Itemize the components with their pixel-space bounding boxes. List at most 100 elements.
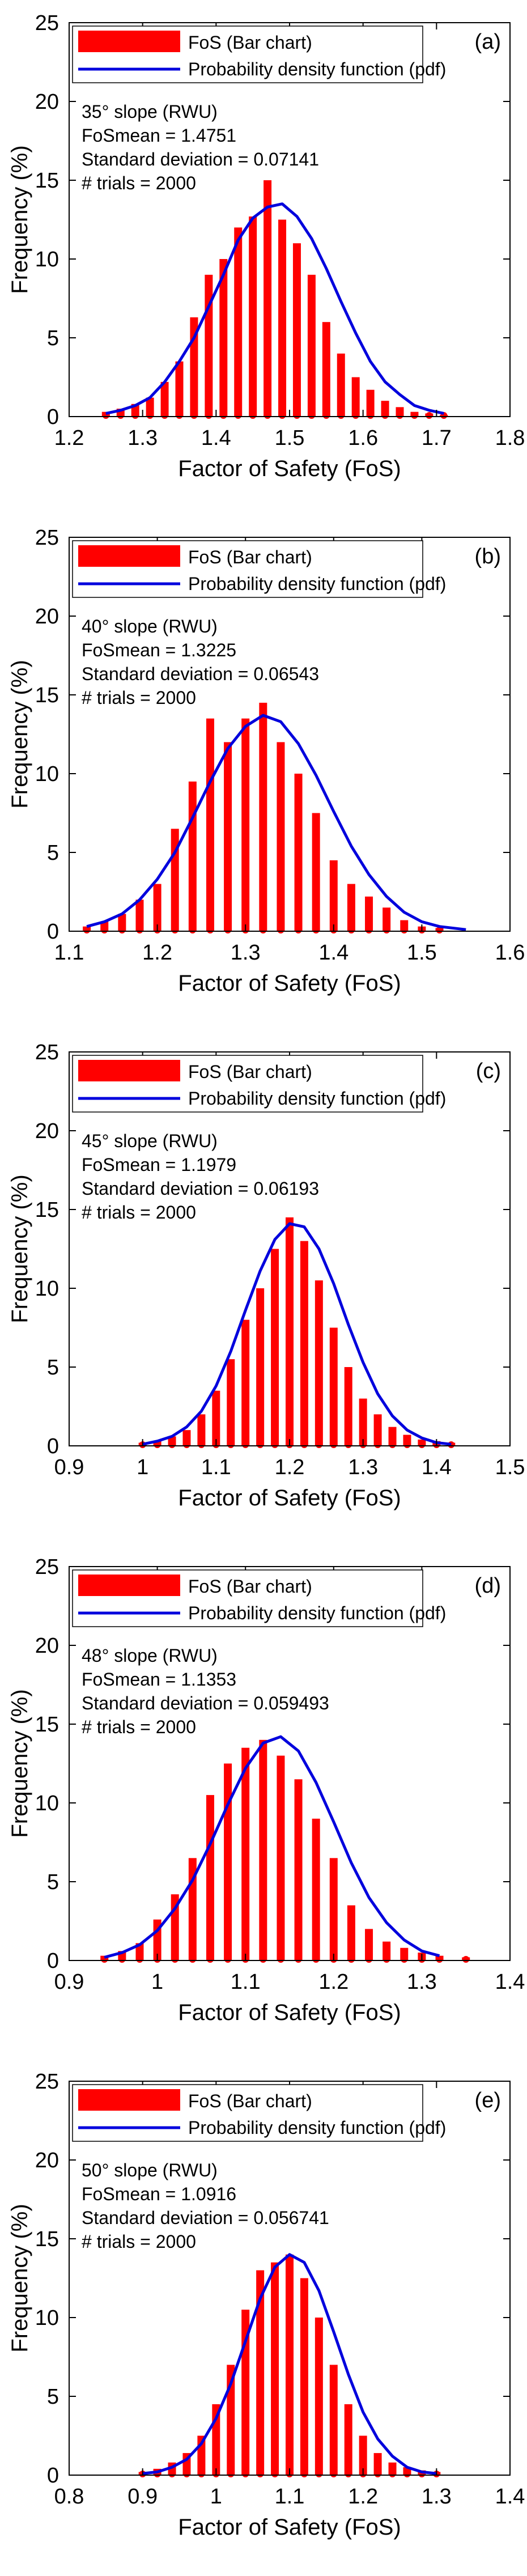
histogram-bar	[351, 377, 360, 417]
bar-base-dot	[136, 1956, 143, 1963]
histogram-chart: 1.2 1.3 1.4 1.5 1.6 1.7 1.8 0 5 10 15 20 25 Factor of…	[7, 11, 525, 481]
legend: FoS (Bar chart) Probability density funct…	[72, 2084, 446, 2142]
x-axis-label: Factor of Safety (FoS)	[178, 1486, 401, 1510]
y-tick-label: 15	[35, 169, 59, 193]
annotation-line: 40° slope (RWU)	[82, 616, 218, 636]
bar-base-dot	[118, 1956, 126, 1963]
annotation-line: # trials = 2000	[82, 2231, 196, 2252]
bar-base-dot	[295, 927, 302, 933]
bar-base-dot	[198, 1441, 205, 1448]
bar-base-dot	[401, 927, 408, 933]
histogram-bar	[206, 1795, 214, 1960]
histogram-bar	[259, 1739, 267, 1960]
legend-label-pdf: Probability density function (pdf)	[188, 574, 446, 594]
y-tick-label: 10	[35, 1792, 59, 1815]
y-axis-label: Frequency (%)	[7, 660, 32, 808]
y-axis-label: Frequency (%)	[7, 2204, 32, 2352]
bar-base-dot	[383, 1956, 390, 1963]
histogram-bar	[365, 896, 373, 931]
bar-base-dot	[366, 927, 373, 933]
x-tick-label: 1.3	[231, 941, 261, 965]
y-tick-label: 0	[47, 2464, 59, 2488]
histogram-bar	[277, 742, 285, 931]
y-tick-label: 25	[35, 1041, 59, 1064]
chart-panel: 0.9 1 1.1 1.2 1.3 1.4 0 5 10 15 20 25 Factor of Safe…	[0, 1544, 527, 2059]
annotation-line: 45° slope (RWU)	[82, 1131, 218, 1151]
legend-bar-swatch	[78, 1060, 180, 1081]
bar-series	[138, 2254, 441, 2477]
histogram-bar	[188, 781, 197, 931]
bar-base-dot	[300, 2471, 308, 2477]
bar-base-dot	[118, 927, 126, 933]
legend-label-pdf: Probability density function (pdf)	[188, 59, 446, 79]
bar-base-dot	[242, 1441, 249, 1448]
y-axis-label: Frequency (%)	[7, 1174, 32, 1323]
legend: FoS (Bar chart) Probability density funct…	[72, 540, 446, 598]
pdf-line	[105, 202, 444, 415]
legend-label-pdf: Probability density function (pdf)	[188, 1088, 446, 1109]
histogram-bar	[227, 1359, 235, 1446]
bar-base-dot	[315, 1441, 322, 1448]
bar-base-dot	[189, 1956, 196, 1963]
bar-base-dot	[176, 412, 183, 419]
chart-panel: 0.9 1 1.1 1.2 1.3 1.4 1.5 0 5 10 15 20 25 Factor of S…	[0, 1029, 527, 1544]
histogram-bar	[241, 718, 250, 931]
histogram-bar	[294, 774, 303, 931]
x-tick-label: 1.4	[201, 426, 231, 450]
bar-base-dot	[426, 412, 433, 419]
bar-base-dot	[168, 1441, 176, 1448]
histogram-bar	[256, 2270, 265, 2475]
histogram-bar	[286, 2254, 294, 2475]
histogram-bar	[277, 1755, 285, 1960]
bar-base-dot	[300, 1441, 308, 1448]
x-tick-label: 1.4	[495, 1970, 525, 1994]
bar-base-dot	[206, 927, 214, 933]
histogram-bar	[135, 899, 144, 931]
annotation-line: FoSmean = 1.4751	[82, 125, 236, 146]
chart-panel: 1.1 1.2 1.3 1.4 1.5 1.6 0 5 10 15 20 25 Factor of Sa…	[0, 515, 527, 1029]
y-tick-label: 15	[35, 2227, 59, 2251]
bar-base-dot	[277, 1956, 284, 1963]
stats-annotation: 40° slope (RWU) FoSmean = 1.3225 Standard …	[82, 616, 319, 708]
histogram-bar	[256, 1288, 265, 1446]
annotation-line: FoSmean = 1.0916	[82, 2184, 236, 2204]
x-tick-label: 1.7	[422, 426, 452, 450]
bar-base-dot	[227, 1441, 235, 1448]
pdf-line	[142, 1222, 452, 1446]
y-tick-label: 20	[35, 2149, 59, 2172]
y-tick-label: 20	[35, 1634, 59, 1658]
bar-base-dot	[242, 2471, 249, 2477]
bar-base-dot	[161, 412, 168, 419]
stats-annotation: 50° slope (RWU) FoSmean = 1.0916 Standard …	[82, 2160, 329, 2252]
bar-base-dot	[389, 2471, 396, 2477]
annotation-line: Standard deviation = 0.056741	[82, 2208, 329, 2228]
y-tick-label: 15	[35, 1713, 59, 1737]
x-tick-label: 1	[210, 2485, 222, 2509]
histogram-bar	[329, 860, 338, 931]
stats-annotation: 35° slope (RWU) FoSmean = 1.4751 Standard …	[82, 101, 319, 193]
chart-panel: 1.2 1.3 1.4 1.5 1.6 1.7 1.8 0 5 10 15 20 25 Factor of…	[0, 0, 527, 515]
histogram-bar	[300, 2278, 308, 2475]
bar-base-dot	[101, 927, 108, 933]
bar-base-dot	[462, 1956, 470, 1963]
bar-series	[83, 702, 444, 933]
x-tick-label: 0.8	[54, 2485, 84, 2509]
x-tick-label: 1.4	[495, 2485, 525, 2509]
histogram-bar	[382, 907, 391, 931]
y-tick-label: 25	[35, 1555, 59, 1579]
histogram-bar	[206, 718, 214, 931]
y-tick-label: 10	[35, 248, 59, 271]
histogram-bar	[292, 243, 301, 417]
annotation-line: FoSmean = 1.1353	[82, 1669, 236, 1690]
histogram-bar	[205, 274, 213, 417]
x-tick-label: 1.2	[54, 426, 84, 450]
histogram-bar	[314, 2318, 323, 2475]
bar-base-dot	[381, 412, 389, 419]
legend-label-bar: FoS (Bar chart)	[188, 1576, 312, 1597]
x-tick-label: 1.3	[348, 1455, 378, 1479]
pdf-line	[104, 1735, 440, 1959]
bar-base-dot	[224, 1956, 232, 1963]
annotation-line: # trials = 2000	[82, 1717, 196, 1737]
bar-base-dot	[308, 412, 315, 419]
